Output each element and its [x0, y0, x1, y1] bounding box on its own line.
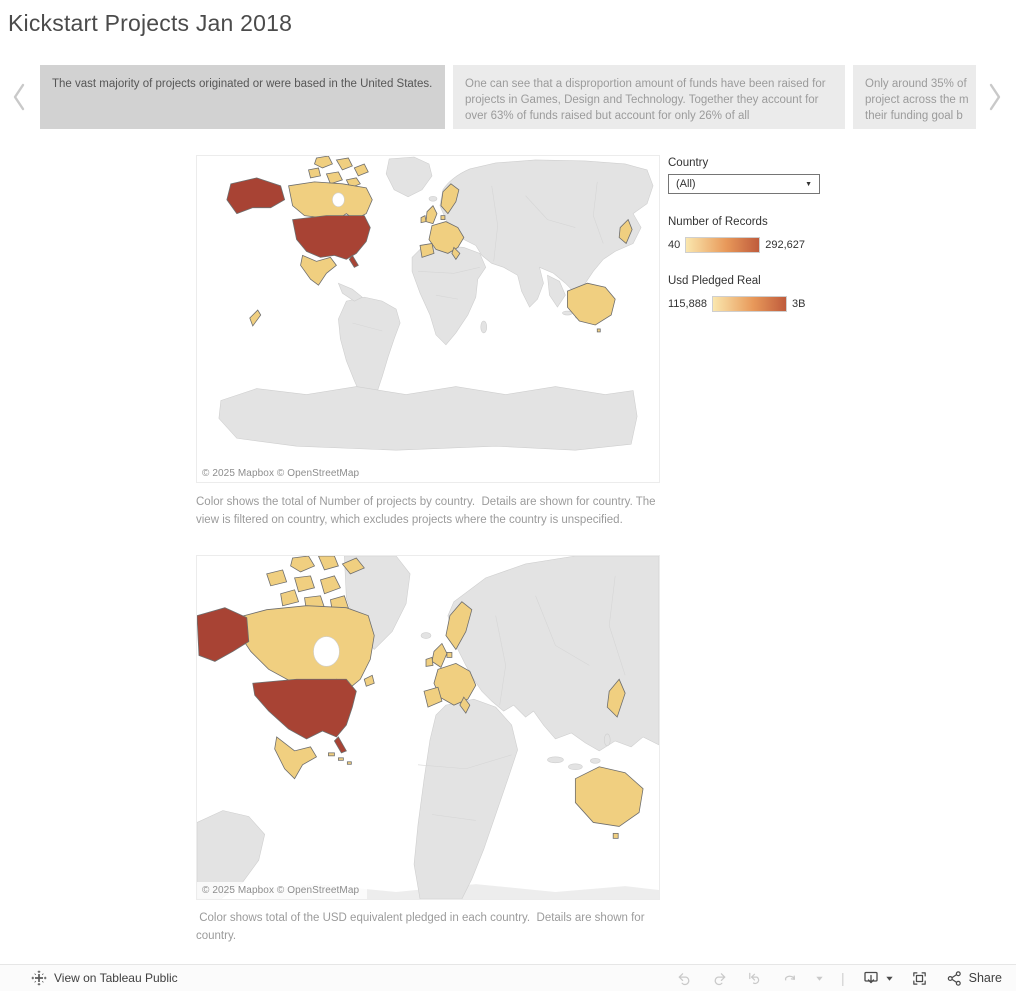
redo-icon [714, 972, 725, 985]
world-map-projects [218, 156, 654, 451]
country-australia [566, 282, 616, 326]
continent-africa [411, 245, 487, 346]
country-mexico [300, 254, 337, 286]
download-options-caret[interactable] [885, 974, 894, 983]
map-attribution[interactable]: © 2025 Mapbox © OpenStreetMap [197, 882, 368, 899]
story-caption-1-text: The vast majority of projects originated… [52, 78, 433, 90]
country-greenland [385, 156, 433, 198]
story-caption-3-line3: their funding goal b [865, 110, 963, 122]
story-caption-3-line2: project across the m [865, 94, 969, 106]
page-title: Kickstart Projects Jan 2018 [8, 10, 293, 36]
caret-down-icon [885, 976, 893, 981]
pledged-legend: Usd Pledged Real 115,888 3B [668, 275, 838, 312]
story-navigator: The vast majority of projects originated… [0, 65, 1016, 129]
filter-legend-panel: Country (All) ▼ Number of Records 40 292… [668, 157, 838, 312]
chevron-left-icon [13, 83, 25, 111]
country-filter-value: (All) [676, 178, 696, 190]
records-legend-title: Number of Records [668, 216, 768, 228]
pledged-map-caption: Color shows total of the USD equivalent … [196, 912, 648, 942]
redo-button[interactable] [710, 969, 728, 987]
reset-icon [748, 972, 759, 984]
story-prev-button[interactable] [6, 79, 32, 115]
download-button[interactable] [862, 969, 880, 987]
pledged-legend-gradient[interactable] [711, 296, 787, 312]
country-usa-alaska [226, 177, 286, 215]
records-legend: Number of Records 40 292,627 [668, 216, 838, 253]
continent-south-america [338, 296, 401, 410]
chevron-right-icon [989, 83, 1001, 111]
country-usa [252, 678, 357, 740]
story-caption-3[interactable]: Only around 35% of project across the m … [853, 65, 976, 129]
caret-down-icon [816, 976, 823, 981]
tableau-footer-toolbar: View on Tableau Public | [0, 964, 1016, 991]
toolbar-divider: | [841, 970, 845, 986]
projects-map-caption: Color shows the total of Number of proje… [196, 496, 659, 526]
share-button[interactable]: Share [946, 970, 1002, 987]
chevron-down-icon: ▼ [805, 180, 812, 188]
replay-icon [784, 975, 795, 981]
view-on-tableau-link[interactable]: View on Tableau Public [31, 970, 178, 986]
country-australia [574, 766, 644, 827]
story-caption-3-line1: Only around 35% of [865, 78, 967, 90]
story-caption-2-text: One can see that a disproportion amount … [465, 78, 826, 122]
country-uk [425, 205, 438, 225]
pledged-legend-title: Usd Pledged Real [668, 275, 761, 287]
pledged-legend-max: 3B [791, 298, 806, 310]
pledged-by-country-map[interactable]: © 2025 Mapbox © OpenStreetMap [196, 555, 660, 900]
records-legend-gradient[interactable] [685, 237, 761, 253]
download-icon [863, 971, 878, 984]
undo-icon [678, 972, 689, 985]
replay-options-caret[interactable] [815, 974, 824, 983]
country-japan [618, 218, 633, 245]
continent-africa [413, 698, 518, 899]
country-filter-dropdown[interactable]: (All) ▼ [668, 174, 820, 194]
records-legend-max: 292,627 [765, 239, 806, 251]
undo-button[interactable] [675, 969, 693, 987]
country-usa [292, 215, 371, 260]
pledged-legend-min: 115,888 [668, 298, 707, 310]
view-on-tableau-label: View on Tableau Public [54, 971, 178, 985]
fullscreen-button[interactable] [911, 969, 929, 987]
country-mexico [274, 736, 318, 780]
replay-button[interactable] [780, 969, 798, 987]
country-japan [606, 678, 626, 718]
tableau-logo-icon [31, 970, 47, 986]
region-scandinavia [445, 601, 473, 651]
fullscreen-icon [913, 971, 926, 985]
continent-south-america [197, 810, 266, 899]
reset-button[interactable] [745, 969, 763, 987]
country-usa-alaska [197, 607, 250, 662]
region-europe-mainland [428, 221, 465, 254]
country-canada [236, 605, 375, 692]
country-new-zealand [249, 309, 262, 327]
world-map-pledged [197, 556, 659, 899]
continent-eurasia [447, 556, 659, 752]
share-label: Share [968, 971, 1002, 985]
projects-by-country-map[interactable]: © 2025 Mapbox © OpenStreetMap [196, 155, 660, 483]
share-icon [947, 970, 961, 986]
story-next-button[interactable] [982, 79, 1008, 115]
records-legend-min: 40 [668, 239, 681, 251]
story-caption-1[interactable]: The vast majority of projects originated… [40, 65, 445, 129]
region-scandinavia [440, 183, 460, 215]
story-caption-2[interactable]: One can see that a disproportion amount … [453, 65, 845, 129]
country-filter-label: Country [668, 157, 709, 169]
map-attribution[interactable]: © 2025 Mapbox © OpenStreetMap [197, 465, 368, 482]
country-uk [431, 642, 448, 668]
continent-antarctica [218, 386, 638, 451]
